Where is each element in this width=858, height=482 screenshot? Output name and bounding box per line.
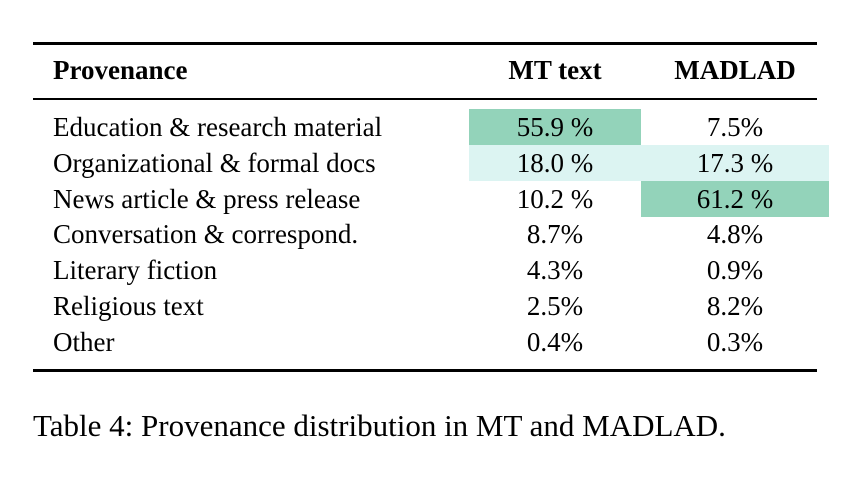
value-cell: 8.7%: [526, 219, 584, 250]
value-cell: 55.9 %: [469, 109, 641, 145]
value-cell: 4.8%: [706, 219, 764, 250]
caption: Table 4: Provenance distribution in MT a…: [33, 408, 726, 443]
row-label: Conversation & correspond.: [53, 219, 359, 250]
value-cell: 17.3 %: [641, 144, 829, 181]
value-cell: 0.3%: [706, 326, 764, 357]
value-cell: 7.5%: [706, 112, 764, 142]
value-cell: 4.3%: [526, 255, 584, 286]
value-cell: 2.5%: [526, 291, 584, 321]
row-label: Religious text: [53, 291, 204, 321]
row-label: Other: [53, 326, 115, 357]
value-cell: 61.2 %: [641, 180, 829, 217]
row-label: News article & press release: [53, 183, 361, 214]
row-label: Education & research material: [53, 112, 383, 142]
value-cell: 8.2%: [706, 291, 764, 321]
mid-rule: [33, 98, 817, 100]
header-cell: MADLAD: [674, 55, 796, 85]
value-cell: 10.2 %: [516, 183, 594, 214]
row-label: Literary fiction: [53, 255, 218, 286]
value-cell: 0.9%: [706, 255, 764, 286]
header-cell: Provenance: [53, 55, 188, 85]
bottom-rule: [33, 369, 817, 372]
row-label: Organizational & formal docs: [53, 147, 376, 178]
top-rule: [33, 42, 817, 45]
value-cell: 0.4%: [526, 326, 584, 357]
value-cell: 18.0 %: [469, 144, 641, 181]
header-cell: MT text: [508, 55, 602, 85]
